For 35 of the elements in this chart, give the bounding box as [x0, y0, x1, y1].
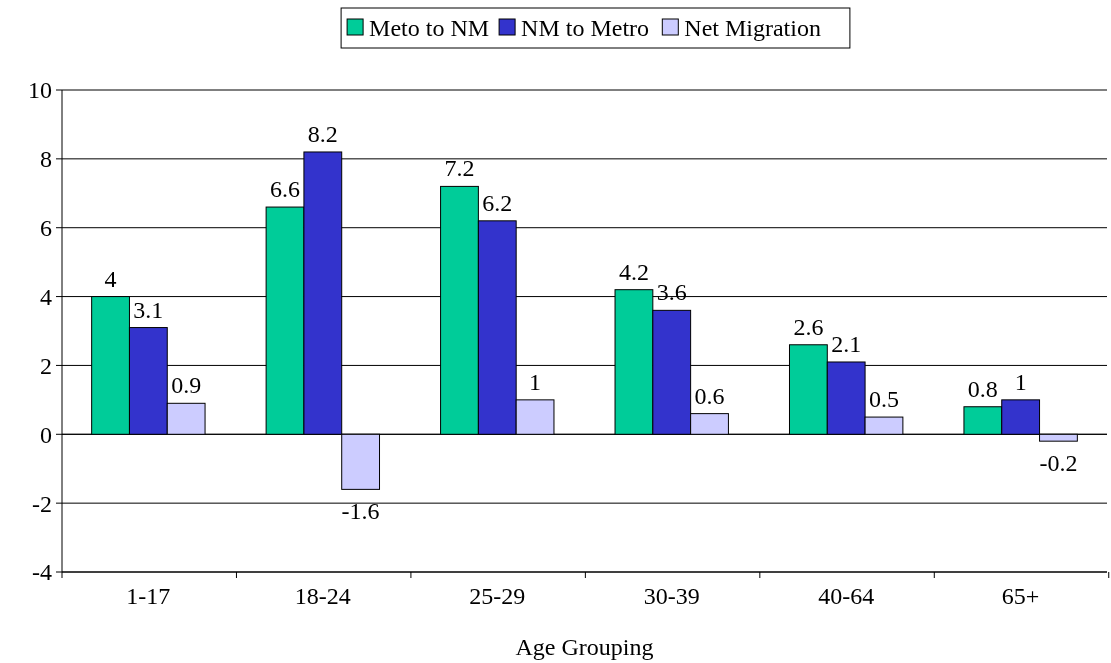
x-tick-label: 18-24 [294, 583, 351, 609]
data-label: 0.9 [171, 372, 202, 399]
y-tick-label: 8 [40, 146, 52, 173]
data-label: 0.6 [694, 382, 725, 409]
y-tick-label: -4 [32, 559, 52, 586]
x-tick-label: 40-64 [818, 583, 875, 609]
legend-label: Net Migration [684, 15, 821, 41]
x-axis-title: Age Grouping [515, 634, 654, 660]
data-label: 2.6 [793, 313, 824, 340]
data-label: 4.2 [618, 258, 649, 285]
legend-label: Meto to NM [369, 15, 490, 41]
y-tick-label: 6 [40, 215, 52, 242]
data-label: 6.6 [270, 176, 301, 203]
y-tick-label: -2 [32, 490, 52, 517]
data-label: 1 [1014, 368, 1027, 395]
y-tick-label: 10 [28, 77, 52, 104]
x-tick-label: 30-39 [643, 583, 700, 609]
x-tick-label: 25-29 [469, 583, 526, 609]
y-tick-label: 2 [40, 352, 52, 379]
y-tick-label: 4 [40, 283, 52, 310]
data-label: 3.1 [133, 296, 164, 323]
legend-label: NM to Metro [521, 15, 650, 41]
x-tick-label: 65+ [1001, 583, 1040, 609]
data-label: 0.5 [868, 386, 899, 413]
data-label: 2.1 [831, 330, 862, 357]
data-label: 4 [104, 265, 117, 292]
data-label: -0.2 [1039, 450, 1078, 477]
data-label: 0.8 [967, 375, 998, 402]
data-label: 1 [529, 368, 542, 395]
data-label: 7.2 [444, 155, 475, 182]
y-tick-label: 0 [40, 421, 52, 448]
x-tick-label: 1-17 [126, 583, 171, 609]
data-label: -1.6 [341, 498, 380, 525]
data-label: 6.2 [482, 189, 513, 216]
data-label: 8.2 [307, 120, 338, 147]
